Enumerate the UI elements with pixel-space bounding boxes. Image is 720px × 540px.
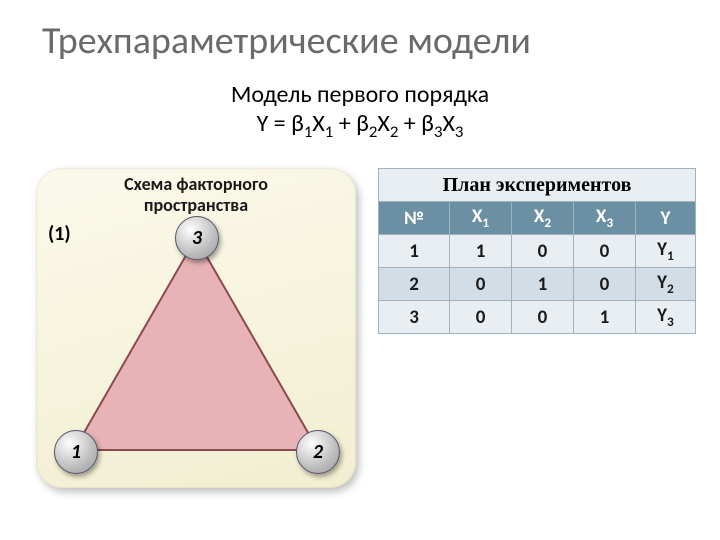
subtitle-block: Модель первого порядка Y = β1X1 + β2X2 +…	[0, 80, 720, 142]
experiment-plan-table-wrap: План экспериментов №X1X2X3Y 1100Y12010Y2…	[378, 168, 696, 334]
table-cell: 0	[450, 301, 512, 334]
table-col-header: Y	[635, 202, 695, 235]
subtitle-line1: Модель первого порядка	[0, 80, 720, 109]
table-cell: 2	[379, 268, 450, 301]
table-row: 3001Y3	[379, 301, 696, 334]
table-cell: 1	[450, 235, 512, 268]
vertex-2: 2	[296, 430, 340, 474]
table-cell: 0	[573, 268, 635, 301]
table-cell: 0	[450, 268, 512, 301]
table-cell: 1	[379, 235, 450, 268]
table-cell: 3	[379, 301, 450, 334]
table-col-header: X3	[573, 202, 635, 235]
table-body: 1100Y12010Y23001Y3	[379, 235, 696, 334]
table-cell: 1	[573, 301, 635, 334]
vertex-1: 1	[54, 430, 98, 474]
slide-title: Трехпараметрические модели	[42, 18, 531, 64]
table-title: План экспериментов	[379, 169, 696, 202]
model-formula: Y = β1X1 + β2X2 + β3X3	[0, 109, 720, 142]
table-cell: Y3	[635, 301, 695, 334]
table-cell: 0	[512, 301, 574, 334]
table-row: 2010Y2	[379, 268, 696, 301]
table-cell: 0	[573, 235, 635, 268]
triangle-shape	[74, 238, 318, 450]
vertex-3: 3	[175, 216, 219, 260]
table-cell: 0	[512, 235, 574, 268]
table-row: 1100Y1	[379, 235, 696, 268]
table-col-header: №	[379, 202, 450, 235]
table-col-header: X2	[512, 202, 574, 235]
table-col-header: X1	[450, 202, 512, 235]
experiment-plan-table: План экспериментов №X1X2X3Y 1100Y12010Y2…	[378, 168, 696, 334]
table-cell: 1	[512, 268, 574, 301]
table-cell: Y1	[635, 235, 695, 268]
table-cell: Y2	[635, 268, 695, 301]
diagram-panel: Схема факторного пространства (1) 312	[36, 168, 356, 488]
table-header-row: №X1X2X3Y	[379, 202, 696, 235]
